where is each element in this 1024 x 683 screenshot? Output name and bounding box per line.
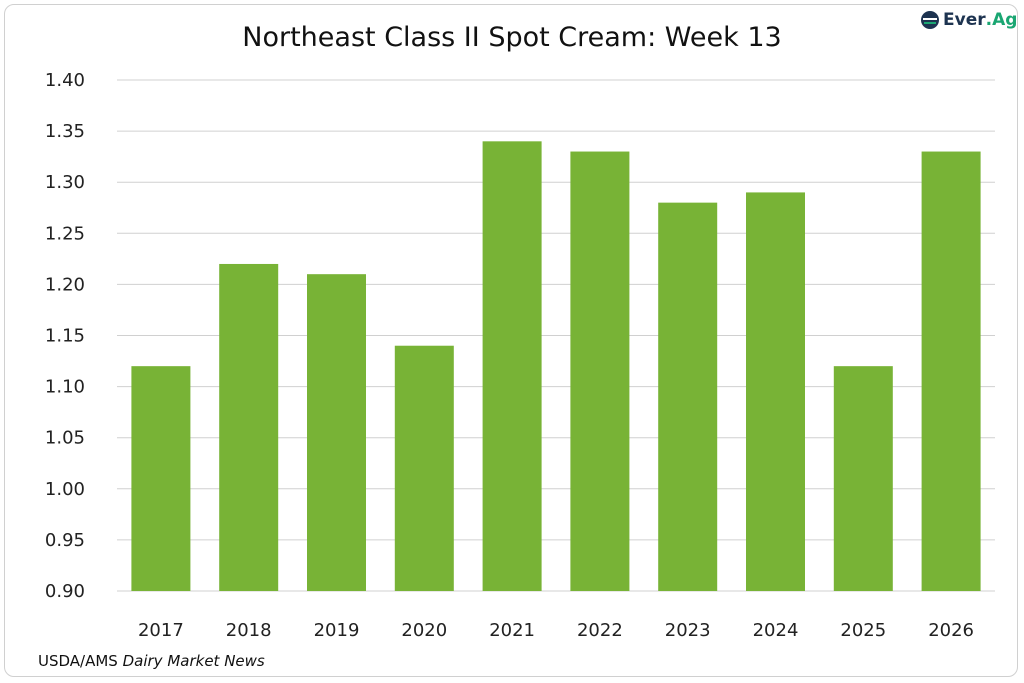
x-tick-label: 2017 bbox=[138, 620, 184, 641]
bar-2018 bbox=[219, 263, 279, 591]
everag-logo: Ever .Ag bbox=[920, 10, 1017, 30]
source-prefix: USDA/AMS bbox=[38, 652, 123, 670]
y-tick-label: 1.35 bbox=[45, 121, 85, 142]
y-tick-label: 1.40 bbox=[45, 70, 85, 91]
x-tick-label: 2022 bbox=[577, 620, 623, 641]
y-tick-label: 0.95 bbox=[45, 530, 85, 551]
bar-2024 bbox=[746, 192, 805, 592]
y-tick-label: 1.25 bbox=[45, 223, 85, 244]
chart-title: Northeast Class II Spot Cream: Week 13 bbox=[242, 22, 782, 53]
x-tick-label: 2024 bbox=[753, 620, 799, 641]
bar-2019 bbox=[307, 274, 366, 591]
bar-2022 bbox=[570, 151, 630, 592]
y-tick-label: 0.90 bbox=[45, 581, 85, 602]
source-note: USDA/AMS Dairy Market News bbox=[38, 652, 265, 670]
bar-2023 bbox=[658, 202, 718, 591]
source-italic: Dairy Market News bbox=[122, 652, 265, 670]
x-tick-label: 2021 bbox=[489, 620, 535, 641]
bar-2026 bbox=[921, 151, 981, 592]
y-tick-label: 1.30 bbox=[45, 172, 85, 193]
x-tick-label: 2019 bbox=[314, 620, 360, 641]
bar-2021 bbox=[482, 141, 542, 591]
x-tick-label: 2020 bbox=[401, 620, 447, 641]
chart-frame bbox=[4, 4, 1018, 677]
bar-2017 bbox=[131, 366, 191, 591]
logo-text-ever: Ever bbox=[943, 10, 986, 30]
y-tick-label: 1.15 bbox=[45, 326, 85, 347]
logo-text-ag: .Ag bbox=[985, 10, 1018, 30]
y-tick-label: 1.20 bbox=[45, 274, 85, 295]
x-tick-label: 2025 bbox=[840, 620, 886, 641]
y-tick-label: 1.00 bbox=[45, 479, 85, 500]
y-tick-label: 1.05 bbox=[45, 428, 85, 449]
x-tick-label: 2023 bbox=[665, 620, 711, 641]
logo-mark-icon bbox=[921, 11, 939, 29]
bar-2025 bbox=[833, 366, 893, 591]
x-tick-label: 2018 bbox=[226, 620, 272, 641]
x-tick-label: 2026 bbox=[928, 620, 974, 641]
bar-2020 bbox=[394, 345, 454, 591]
y-tick-label: 1.10 bbox=[45, 377, 85, 398]
